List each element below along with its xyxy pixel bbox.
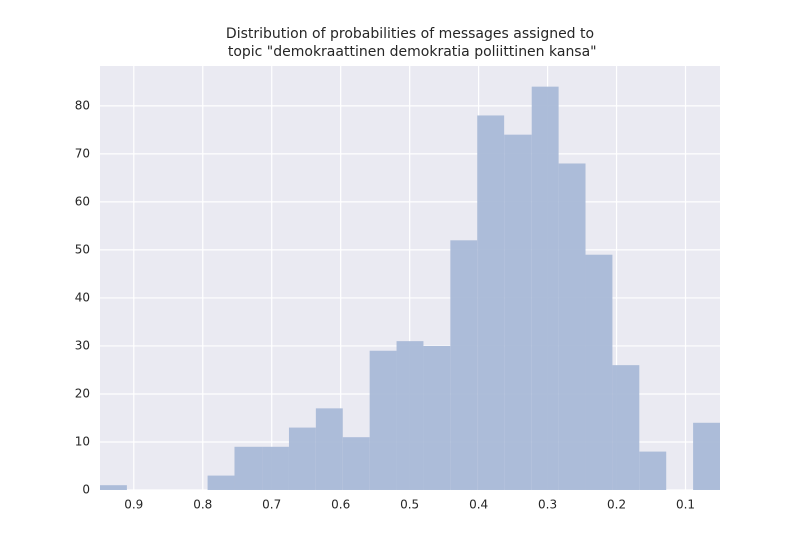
y-tick-label: 70: [75, 146, 90, 160]
y-tick-label: 0: [82, 483, 90, 497]
x-tick-label: 0.8: [193, 498, 212, 512]
bar: [585, 254, 613, 490]
x-tick-label: 0.5: [400, 498, 419, 512]
bar: [288, 427, 316, 490]
bar: [504, 134, 532, 491]
y-tick-label: 10: [75, 434, 90, 448]
bar: [262, 446, 289, 490]
y-tick-label: 30: [75, 338, 90, 352]
bar: [693, 422, 720, 490]
bar: [396, 341, 424, 490]
x-tick-label: 0.4: [469, 498, 488, 512]
bar: [315, 408, 343, 490]
bar: [234, 446, 263, 490]
bar: [342, 437, 370, 490]
bar: [369, 350, 397, 490]
y-tick-label: 80: [75, 98, 90, 112]
bar: [207, 475, 235, 490]
bar: [612, 365, 640, 490]
x-tick-label: 0.3: [538, 498, 557, 512]
x-tick-label: 0.6: [331, 498, 350, 512]
y-tick-label: 50: [75, 242, 90, 256]
bar: [450, 240, 478, 490]
bar: [100, 485, 127, 490]
bars: [100, 86, 720, 491]
y-tick-label: 40: [75, 290, 90, 304]
bar: [639, 451, 667, 490]
x-tick-label: 0.9: [124, 498, 143, 512]
x-tick-label: 0.2: [607, 498, 626, 512]
x-tick-label: 0.7: [262, 498, 281, 512]
bar: [558, 163, 586, 490]
chart-title: topic "demokraattinen demokratia poliitt…: [223, 44, 596, 60]
bar: [531, 86, 559, 490]
bar: [477, 115, 505, 490]
y-tick-label: 20: [75, 386, 90, 400]
bar: [423, 345, 451, 490]
chart-title: Distribution of probabilities of message…: [226, 26, 594, 42]
x-tick-label: 0.1: [676, 498, 695, 512]
y-tick-label: 60: [75, 194, 90, 208]
